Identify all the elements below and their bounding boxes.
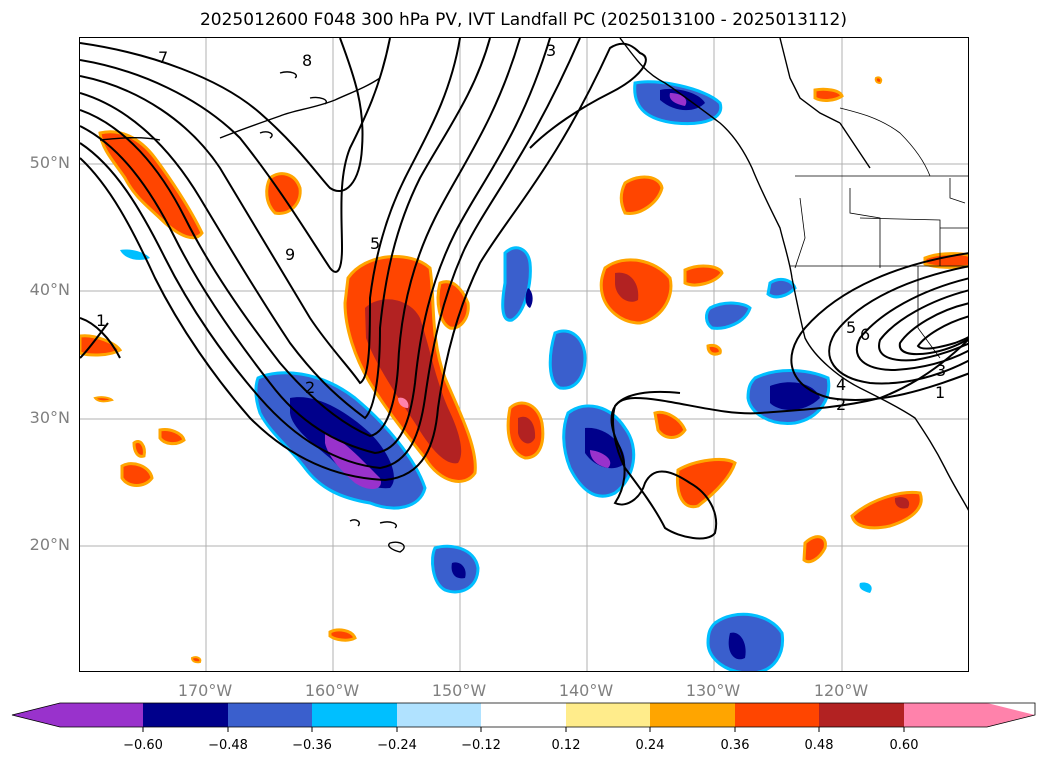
lat-label-20n: 20°N xyxy=(29,535,70,554)
colorbar-segment xyxy=(819,703,904,727)
colorbar-tick-label: −0.12 xyxy=(461,738,501,753)
contour-label: 3 xyxy=(546,41,556,60)
contour-label: 6 xyxy=(860,325,870,344)
colorbar-extend-low xyxy=(12,703,60,727)
lon-label-120w: 120°W xyxy=(813,681,869,700)
contour-label: 2 xyxy=(305,378,315,397)
lon-label-170w: 170°W xyxy=(177,681,233,700)
lon-label-150w: 150°W xyxy=(431,681,487,700)
map-panel: 7 8 3 9 5 1 2 5 6 4 2 3 1 xyxy=(79,37,969,672)
colorbar-tick-label: −0.24 xyxy=(377,738,417,753)
colorbar-tick-label: −0.48 xyxy=(208,738,248,753)
lon-label-130w: 130°W xyxy=(685,681,741,700)
colorbar-tick-label: 0.60 xyxy=(889,738,919,753)
map-canvas: 7 8 3 9 5 1 2 5 6 4 2 3 1 xyxy=(80,38,968,671)
contour-label: 9 xyxy=(285,245,295,264)
contour-labels: 7 8 3 9 5 1 2 5 6 4 2 3 1 xyxy=(96,41,946,414)
colorbar-tick-label: −0.36 xyxy=(292,738,332,753)
contour-label: 5 xyxy=(370,234,380,253)
contour-label: 5 xyxy=(846,318,856,337)
lat-label-40n: 40°N xyxy=(29,280,70,299)
contour-label: 1 xyxy=(935,383,945,402)
lat-label-50n: 50°N xyxy=(29,153,70,172)
colorbar-tick-label: 0.48 xyxy=(804,738,834,753)
contour-label: 1 xyxy=(96,311,106,330)
colorbar-segment xyxy=(735,703,819,727)
coastlines xyxy=(99,38,968,553)
colorbar-segments xyxy=(12,703,1035,727)
pv-contours xyxy=(80,38,968,540)
colorbar-segment xyxy=(60,703,143,727)
colorbar-segment xyxy=(481,703,566,727)
colorbar-segment xyxy=(397,703,481,727)
political-borders xyxy=(790,107,968,359)
lat-label-30n: 30°N xyxy=(29,408,70,427)
contour-label: 3 xyxy=(936,361,946,380)
colorbar-tick-label: 0.36 xyxy=(720,738,750,753)
contour-label: 4 xyxy=(836,375,846,394)
colorbar-tick-label: 0.24 xyxy=(635,738,665,753)
colorbar-outline xyxy=(11,702,1036,728)
lon-label-140w: 140°W xyxy=(558,681,614,700)
colorbar-segment xyxy=(228,703,312,727)
contour-label: 8 xyxy=(302,51,312,70)
contour-label: 2 xyxy=(836,395,846,414)
colorbar-tick-label: 0.12 xyxy=(551,738,581,753)
colorbar-segment xyxy=(566,703,650,727)
colorbar-segment xyxy=(312,703,397,727)
colorbar-tick-label: −0.60 xyxy=(123,738,163,753)
contour-label: 7 xyxy=(158,48,168,67)
colorbar-ticks xyxy=(142,727,905,732)
figure-title: 2025012600 F048 300 hPa PV, IVT Landfall… xyxy=(199,10,847,30)
pv-neg-area-peak xyxy=(325,433,381,490)
colorbar-extend-high xyxy=(987,703,1035,727)
graticule xyxy=(80,38,968,671)
pv-positive-areas xyxy=(80,76,968,664)
pv-negative-areas xyxy=(120,80,872,671)
colorbar-segment xyxy=(904,703,987,727)
lon-label-160w: 160°W xyxy=(304,681,360,700)
colorbar-segment xyxy=(650,703,735,727)
colorbar-segment xyxy=(143,703,228,727)
